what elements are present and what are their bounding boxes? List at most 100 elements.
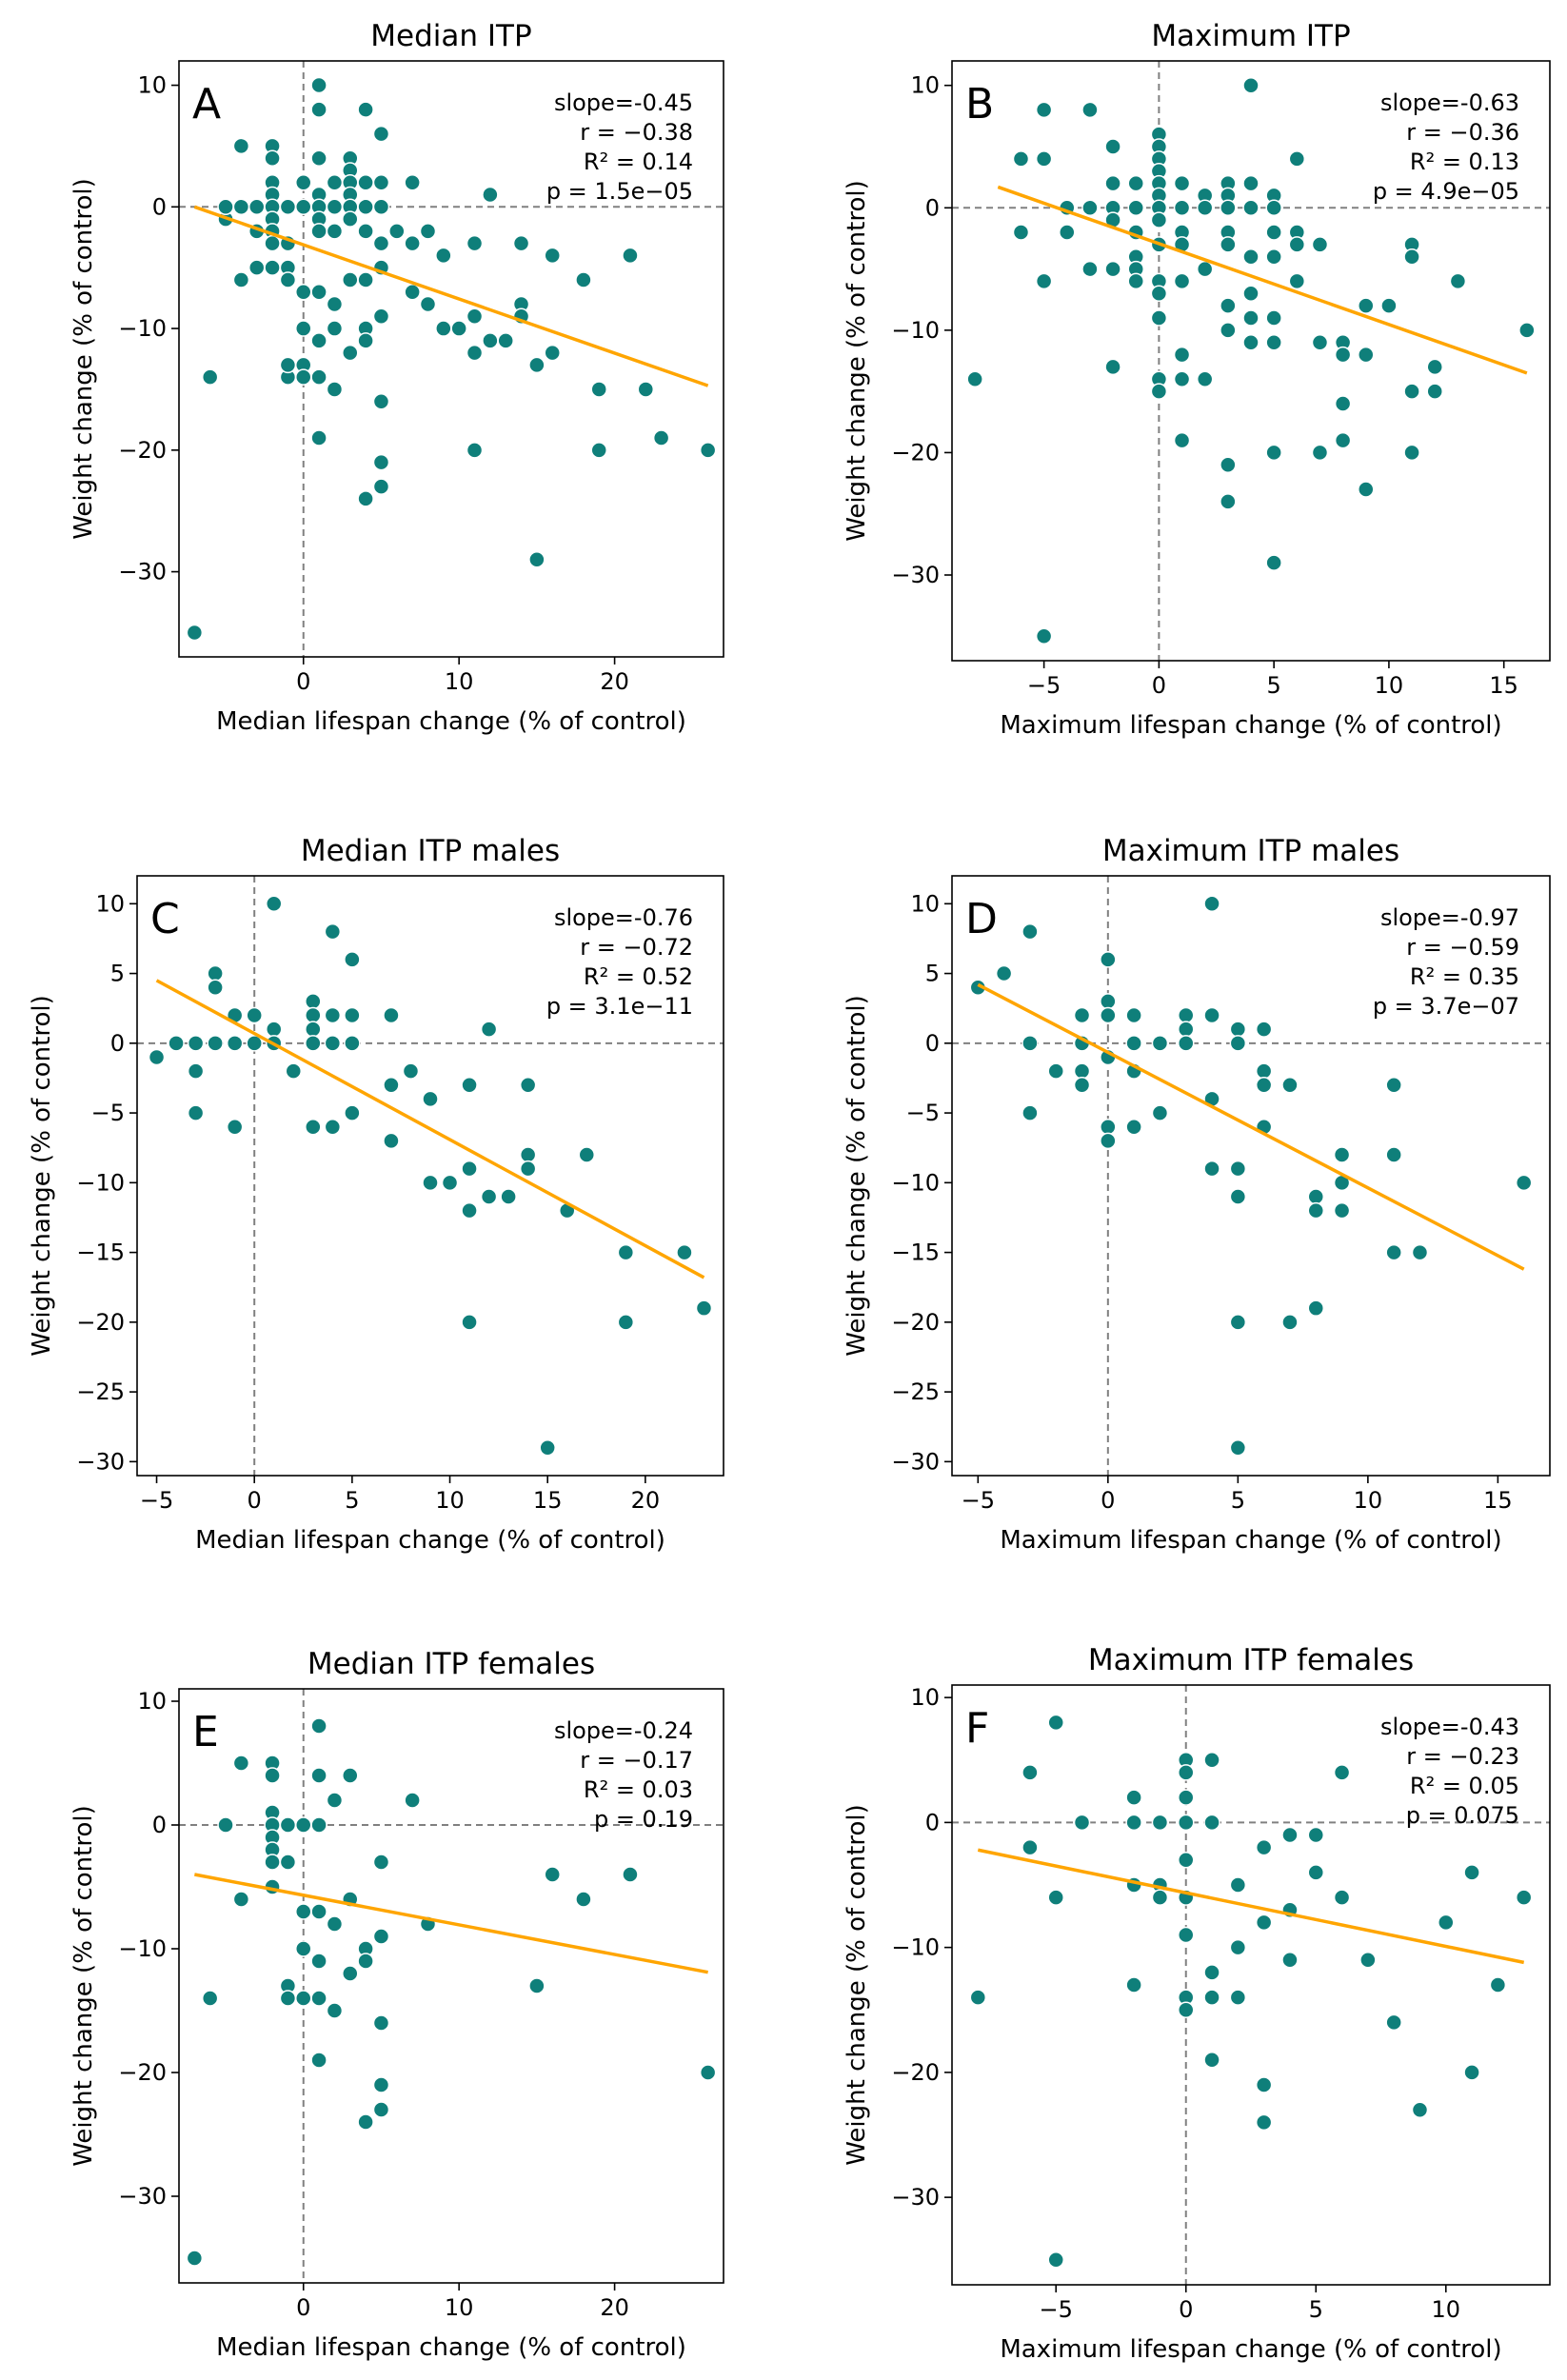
x-tick-label: 15 (533, 1487, 563, 1514)
data-point (1243, 335, 1259, 350)
data-point (405, 285, 420, 300)
data-point (384, 1133, 399, 1148)
data-point (405, 175, 420, 190)
y-tick-label: 0 (925, 194, 940, 221)
data-point (358, 333, 373, 348)
y-tick-label: −10 (76, 1169, 125, 1196)
data-point (187, 625, 202, 640)
data-point (327, 1916, 342, 1932)
stat-annotation: R² = 0.13 (1410, 149, 1519, 175)
x-axis-label: Median lifespan change (% of control) (195, 1526, 665, 1555)
data-point (521, 1161, 536, 1177)
data-point (311, 369, 327, 385)
y-tick-label: −20 (891, 1309, 940, 1336)
data-point (1404, 249, 1419, 265)
data-point (1179, 1036, 1194, 1051)
y-tick-label: −25 (76, 1378, 125, 1405)
data-point (1427, 384, 1442, 399)
data-point (327, 199, 342, 214)
data-point (1404, 445, 1419, 460)
data-point (1220, 323, 1236, 338)
data-point (529, 357, 545, 372)
data-point (1105, 262, 1121, 277)
data-point (311, 78, 327, 93)
x-axis-label: Maximum lifespan change (% of control) (1000, 1526, 1501, 1555)
data-point (1179, 1853, 1194, 1868)
data-point (265, 150, 280, 166)
data-point (1204, 1815, 1220, 1830)
panel-title: Median ITP (370, 19, 531, 53)
data-point (389, 224, 405, 239)
stat-annotation: slope=-0.43 (1380, 1714, 1519, 1740)
data-point (1037, 628, 1052, 644)
data-point (233, 1892, 248, 1907)
data-point (1243, 200, 1259, 215)
data-point (358, 102, 373, 117)
x-tick-label: 10 (435, 1487, 465, 1514)
data-point (462, 1161, 477, 1177)
data-point (1179, 2002, 1194, 2017)
data-point (373, 175, 388, 190)
y-tick-label: 10 (910, 890, 940, 917)
data-point (296, 1817, 311, 1833)
data-point (343, 346, 358, 361)
data-point (233, 138, 248, 153)
data-point (1412, 1245, 1427, 1260)
data-point (1266, 249, 1281, 265)
data-point (1037, 151, 1052, 167)
data-point (296, 369, 311, 385)
data-point (280, 1854, 295, 1870)
data-point (311, 430, 327, 446)
panel-letter: E (192, 1708, 219, 1756)
data-point (1198, 200, 1213, 215)
data-point (343, 211, 358, 227)
y-tick-label: −5 (906, 1100, 940, 1126)
data-point (1386, 1147, 1401, 1162)
data-point (1230, 1021, 1245, 1037)
data-point (311, 224, 327, 239)
y-tick-label: −30 (118, 2183, 167, 2210)
y-axis-label: Weight change (% of control) (69, 178, 98, 540)
stat-annotation: p = 4.9e−05 (1373, 178, 1519, 205)
data-point (1152, 1036, 1167, 1051)
data-point (1359, 347, 1374, 363)
data-point (325, 1036, 340, 1051)
x-tick-label: 10 (1375, 672, 1404, 699)
data-point (373, 455, 388, 470)
data-point (1289, 151, 1304, 167)
data-point (345, 952, 360, 967)
data-point (1198, 262, 1213, 277)
data-point (1243, 249, 1259, 265)
data-point (462, 1078, 477, 1093)
data-point (1266, 335, 1281, 350)
data-point (1230, 1990, 1245, 2005)
data-point (325, 924, 340, 940)
y-tick-label: 10 (137, 1688, 167, 1715)
stat-annotation: r = −0.72 (580, 934, 693, 961)
data-point (343, 272, 358, 288)
data-point (514, 236, 529, 251)
data-point (1230, 1189, 1245, 1204)
data-point (1048, 1063, 1063, 1079)
data-point (1266, 445, 1281, 460)
data-point (327, 1793, 342, 1808)
data-point (1126, 1008, 1141, 1023)
data-point (1126, 1120, 1141, 1135)
data-point (1220, 298, 1236, 313)
data-point (997, 966, 1012, 982)
data-point (1360, 1953, 1376, 1968)
data-point (187, 2251, 202, 2266)
data-point (228, 1036, 243, 1051)
x-tick-label: 0 (1152, 672, 1166, 699)
data-point (467, 346, 483, 361)
data-point (576, 1892, 591, 1907)
data-point (1179, 1008, 1194, 1023)
data-point (1175, 273, 1190, 288)
data-point (1308, 1203, 1323, 1219)
data-point (373, 479, 388, 494)
data-point (311, 333, 327, 348)
data-point (1464, 1865, 1479, 1880)
data-point (405, 236, 420, 251)
data-point (1335, 1765, 1350, 1780)
